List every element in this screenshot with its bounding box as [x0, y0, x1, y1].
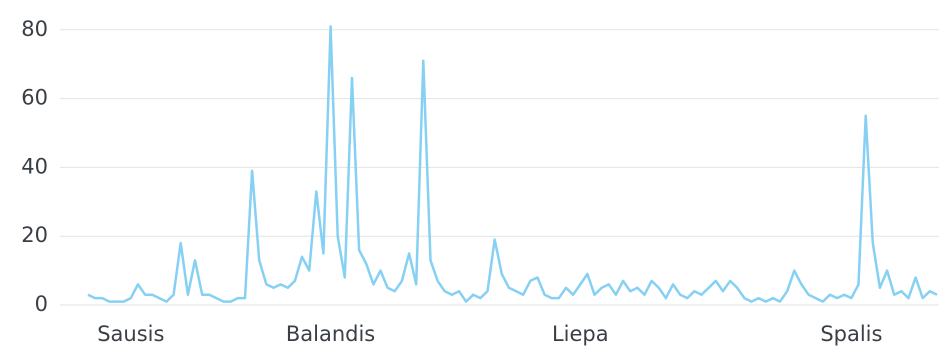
- data-line: [87, 25, 938, 303]
- y-tick-label: 40: [21, 154, 48, 178]
- y-tick-label: 0: [35, 292, 48, 316]
- y-tick-label: 60: [21, 86, 48, 110]
- x-tick-label: Liepa: [552, 322, 609, 346]
- y-tick-label: 20: [21, 223, 48, 247]
- x-tick-label: Balandis: [286, 322, 375, 346]
- y-tick-label: 80: [21, 17, 48, 41]
- x-tick-label: Sausis: [97, 322, 164, 346]
- x-tick-label: Spalis: [820, 322, 882, 346]
